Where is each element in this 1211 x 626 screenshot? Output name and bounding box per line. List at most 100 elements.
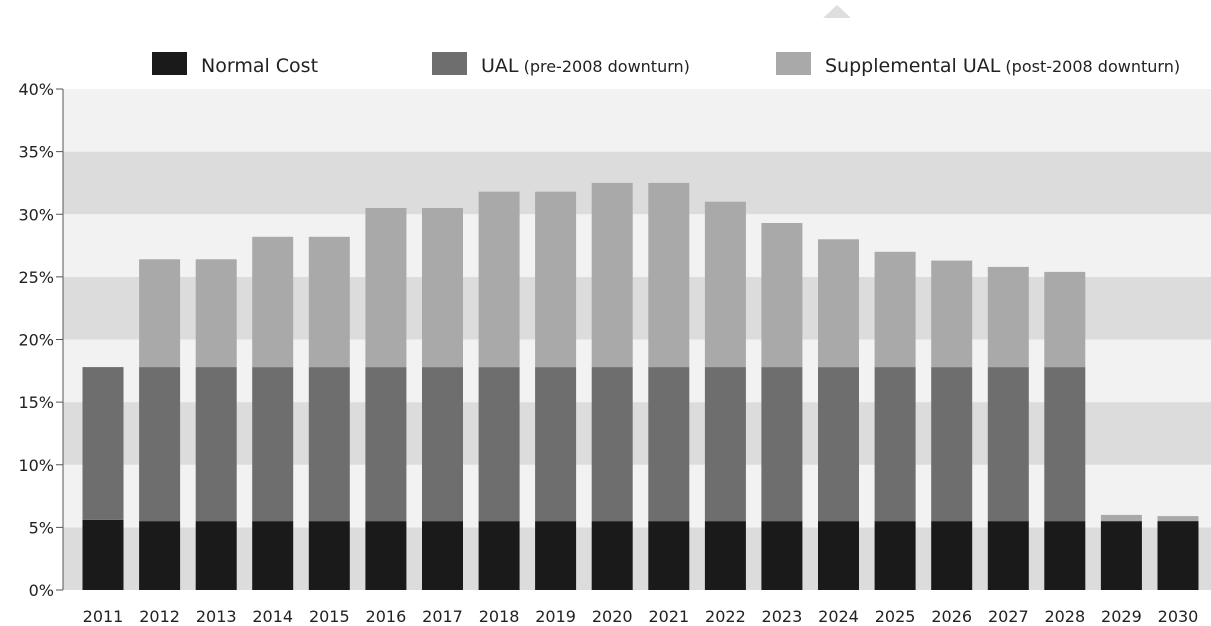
x-tick-label: 2026 (931, 607, 972, 626)
x-tick-label: 2029 (1101, 607, 1142, 626)
bar-segment-ual-2022 (704, 367, 746, 522)
bar-segment-supplemental-ual-2026 (931, 260, 973, 368)
bar-segment-ual-2014 (252, 367, 294, 522)
legend-swatch (432, 52, 467, 75)
bar-segment-ual-2015 (308, 367, 350, 522)
bar-segment-normal-cost-2022 (704, 521, 746, 590)
grid-band (63, 89, 1211, 152)
bar-segment-normal-cost-2012 (139, 521, 181, 590)
x-tick-label: 2016 (366, 607, 407, 626)
x-tick-label: 2024 (818, 607, 859, 626)
x-tick-label: 2019 (535, 607, 576, 626)
x-tick-label: 2028 (1044, 607, 1085, 626)
bar-segment-normal-cost-2027 (987, 521, 1029, 590)
legend: Normal Cost UAL (pre-2008 downturn) Supple… (152, 52, 1180, 77)
grid-band (63, 151, 1211, 215)
bar-segment-normal-cost-2024 (818, 521, 859, 590)
legend-label: Normal Cost (201, 55, 318, 77)
bar-segment-supplemental-ual-2018 (478, 191, 520, 368)
x-tick-label: 2017 (422, 607, 463, 626)
x-tick-label: 2025 (875, 607, 916, 626)
bar-segment-normal-cost-2011 (82, 519, 124, 590)
bar-segment-supplemental-ual-2013 (195, 259, 237, 367)
x-tick-label: 2027 (988, 607, 1029, 626)
bar-segment-ual-2028 (1044, 367, 1086, 522)
bar-segment-ual-2016 (365, 367, 407, 522)
bar-segment-normal-cost-2017 (422, 521, 463, 590)
y-axis: 0% 5% 10% 15% 20% 25% 30% 35% 40% (18, 80, 64, 600)
legend-swatch (152, 52, 187, 75)
bar-segment-supplemental-ual-2021 (648, 182, 690, 367)
x-tick-label: 2014 (252, 607, 293, 626)
bar-segment-normal-cost-2021 (648, 521, 690, 590)
bar-segment-ual-2017 (422, 367, 463, 522)
legend-label: Supplemental UAL (post-2008 downturn) (825, 55, 1180, 77)
bar-segment-ual-2026 (931, 367, 973, 522)
bar-segment-ual-2012 (139, 367, 181, 522)
x-tick-label: 2015 (309, 607, 350, 626)
bar-segment-supplemental-ual-2014 (252, 236, 294, 368)
y-tick-label: 25% (18, 268, 54, 287)
x-tick-label: 2030 (1158, 607, 1199, 626)
y-tick-label: 35% (18, 143, 54, 162)
bar-segment-normal-cost-2020 (591, 521, 633, 590)
bar-segment-normal-cost-2019 (535, 521, 577, 590)
x-tick-label: 2013 (196, 607, 237, 626)
y-tick-label: 40% (18, 80, 54, 99)
legend-swatch (776, 52, 811, 75)
bar-segment-ual-2024 (818, 367, 859, 522)
bar-segment-ual-2019 (535, 367, 577, 522)
bar-segment-normal-cost-2026 (931, 521, 973, 590)
bar-segment-supplemental-ual-2012 (139, 259, 181, 367)
bar-segment-normal-cost-2025 (874, 521, 916, 590)
bar-segment-supplemental-ual-2029 (1100, 514, 1142, 522)
bar-segment-supplemental-ual-2017 (422, 208, 463, 368)
bar-segment-supplemental-ual-2027 (987, 266, 1029, 368)
x-tick-label: 2022 (705, 607, 746, 626)
bar-segment-ual-2020 (591, 367, 633, 522)
y-tick-label: 0% (29, 581, 54, 600)
bar-segment-supplemental-ual-2020 (591, 182, 633, 367)
bar-segment-ual-2018 (478, 367, 520, 522)
bar-segment-ual-2027 (987, 367, 1029, 522)
bars (82, 182, 1199, 590)
bar-segment-supplemental-ual-2019 (535, 191, 577, 368)
bar-segment-ual-2023 (761, 367, 803, 522)
bar-segment-normal-cost-2013 (195, 521, 237, 590)
x-tick-label: 2023 (762, 607, 803, 626)
bar-segment-normal-cost-2030 (1157, 521, 1199, 590)
y-tick-label: 5% (29, 518, 54, 537)
bar-segment-normal-cost-2018 (478, 521, 520, 590)
bar-segment-supplemental-ual-2028 (1044, 271, 1086, 368)
bar-segment-supplemental-ual-2022 (704, 201, 746, 367)
bar-segment-ual-2013 (195, 367, 237, 522)
x-tick-label: 2020 (592, 607, 633, 626)
bar-segment-ual-2025 (874, 367, 916, 522)
x-axis: 2011 2012 2013 2014 2015 2016 2017 2018 2019 2020… (83, 607, 1199, 626)
bar-segment-normal-cost-2016 (365, 521, 407, 590)
y-tick-label: 30% (18, 205, 54, 224)
bar-segment-supplemental-ual-2024 (818, 239, 859, 368)
bar-segment-supplemental-ual-2023 (761, 223, 803, 367)
x-tick-label: 2011 (83, 607, 124, 626)
bar-segment-normal-cost-2028 (1044, 521, 1086, 590)
bar-segment-ual-2011 (82, 367, 124, 520)
y-tick-label: 15% (18, 393, 54, 412)
x-tick-label: 2012 (139, 607, 180, 626)
y-tick-label: 10% (18, 456, 54, 475)
bar-segment-supplemental-ual-2016 (365, 208, 407, 368)
legend-label: UAL (pre-2008 downturn) (481, 55, 690, 77)
bar-segment-normal-cost-2029 (1100, 521, 1142, 590)
bar-segment-supplemental-ual-2025 (874, 251, 916, 367)
bar-segment-supplemental-ual-2015 (308, 236, 350, 368)
x-tick-label: 2018 (479, 607, 520, 626)
bar-segment-normal-cost-2015 (308, 521, 350, 590)
up-arrow-icon (823, 5, 851, 18)
bar-segment-supplemental-ual-2030 (1157, 516, 1199, 522)
y-tick-label: 20% (18, 331, 54, 350)
bar-segment-normal-cost-2014 (252, 521, 294, 590)
x-tick-label: 2021 (648, 607, 689, 626)
bar-segment-ual-2021 (648, 367, 690, 522)
bar-segment-normal-cost-2023 (761, 521, 803, 590)
